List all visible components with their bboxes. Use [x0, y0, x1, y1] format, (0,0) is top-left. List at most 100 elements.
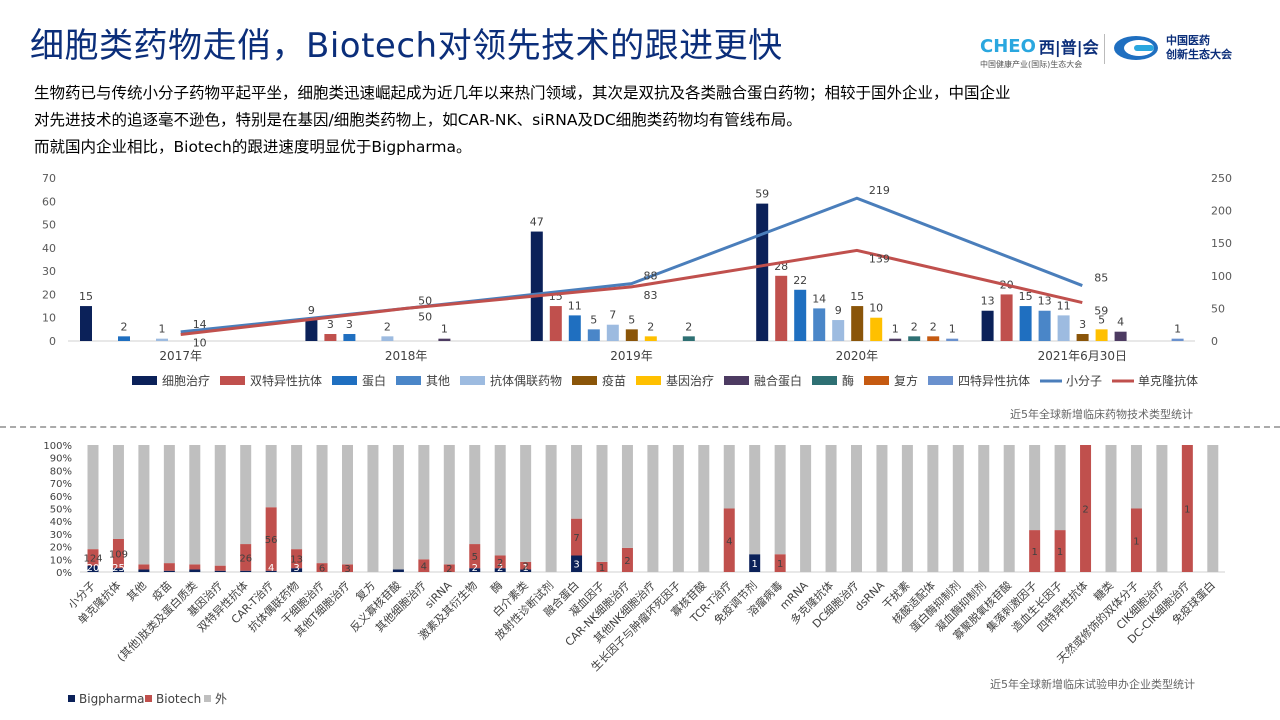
- summary-line-3: 而就国内企业相比，Biotech的跟进速度明显优于Bigpharma。: [34, 138, 472, 156]
- legend-swatch: [928, 376, 953, 385]
- cheo-logo-subtitle: 中国健康产业(国际)生态大会: [980, 60, 1083, 69]
- bar-其他: [587, 329, 600, 341]
- summary-line-2: 对先进技术的追逐毫不逊色，特别是在基因/细胞类药物上，如CAR-NK、siRNA…: [34, 111, 802, 129]
- bar-双特异性抗体: [1000, 294, 1013, 341]
- bar-biotech: [621, 547, 633, 572]
- legend-label: Bigpharma: [79, 692, 145, 706]
- bar-biotech: [774, 554, 786, 572]
- bar-细胞治疗: [981, 310, 994, 341]
- y-percent-tick-label: 40%: [50, 517, 72, 528]
- bar-bigpharma: [163, 570, 175, 572]
- bar-value-label: 2: [647, 320, 654, 333]
- bar-biotech: [1029, 530, 1041, 572]
- bar-biotech: [342, 564, 353, 572]
- legend-swatch: [812, 376, 837, 385]
- chart1-legend: 细胞治疗 双特异性抗体 蛋白 其他 抗体偶联药物 疫苗 基因治疗 融合蛋白 酶 复方 四特异性抗体 小…: [132, 373, 1198, 388]
- bar-value-label: 15: [850, 290, 864, 303]
- bar-细胞治疗: [80, 306, 92, 341]
- legend-swatch: [332, 376, 357, 385]
- page-title: 细胞类药物走俏，Biotech对领先技术的跟进更快: [30, 26, 783, 66]
- bar-酶: [682, 336, 695, 341]
- bar-other: [774, 445, 786, 555]
- chart1-caption: 近5年全球新增临床药物技术类型统计: [1010, 408, 1193, 421]
- biotech-value-label: 6: [319, 564, 325, 575]
- bar-other: [1207, 445, 1219, 572]
- y-right-tick-label: 0: [1211, 335, 1218, 348]
- bar-value-label: 5: [590, 313, 597, 326]
- bar-other: [647, 445, 659, 572]
- cheo-logo-mark: CHEO: [980, 35, 1036, 57]
- bar-other: [723, 445, 735, 509]
- legend-label: 其他: [426, 374, 450, 388]
- bar-value-label: 1: [892, 323, 899, 336]
- y-percent-tick-label: 70%: [50, 479, 72, 490]
- legend-swatch: [220, 376, 245, 385]
- bar-value-label: 2: [121, 320, 128, 333]
- bar-other: [978, 445, 990, 572]
- legend-label: 酶: [842, 373, 854, 388]
- chart2-legend: Bigpharma Biotech 外: [68, 692, 227, 706]
- y-left-tick-label: 70: [42, 172, 56, 185]
- bar-抗体偶联药物: [606, 324, 619, 341]
- bar-bigpharma: [469, 568, 481, 572]
- bar-bigpharma: [494, 568, 506, 572]
- bar-疫苗: [851, 306, 864, 341]
- bar-biotech: [418, 559, 430, 572]
- innovation-congress-logo: 中国医药 创新生态大会: [1112, 33, 1232, 63]
- line-value-label: 10: [193, 336, 207, 349]
- bigpharma-value-label: 3: [573, 560, 579, 571]
- bar-value-label: 9: [308, 304, 315, 317]
- congress-name-line2: 创新生态大会: [1166, 48, 1232, 61]
- bar-value-label: 7: [609, 309, 616, 322]
- biotech-value-label: 2: [1082, 505, 1088, 516]
- y-right-tick-label: 250: [1211, 172, 1232, 185]
- y-percent-tick-label: 100%: [43, 441, 72, 452]
- bar-biotech: [1054, 530, 1066, 572]
- biotech-value-label: 7: [573, 533, 579, 544]
- bar-other: [316, 445, 328, 564]
- bar-other: [265, 445, 277, 508]
- legend-swatch: [460, 376, 485, 385]
- bar-other: [469, 445, 481, 545]
- bar-other: [876, 445, 888, 572]
- bar-other: [163, 445, 175, 564]
- biotech-value-label: 26: [239, 553, 252, 564]
- sponsor-type-chart: 0%10%20%30%40%50%60%70%80%90%100%20124小分…: [43, 441, 1225, 706]
- biotech-value-label: 1: [1184, 505, 1190, 516]
- y-percent-tick-label: 10%: [50, 555, 72, 566]
- bar-value-label: 5: [1098, 313, 1105, 326]
- y-right-tick-label: 100: [1211, 270, 1232, 283]
- bigpharma-value-label: 3: [293, 563, 299, 574]
- legend-label: 疫苗: [602, 373, 626, 388]
- bar-bigpharma: [87, 565, 99, 572]
- bar-biotech: [1080, 445, 1092, 572]
- line-value-label: 85: [1094, 272, 1108, 285]
- bar-bigpharma: [520, 569, 532, 572]
- y-left-tick-label: 50: [42, 219, 56, 232]
- bar-抗体偶联药物: [156, 338, 168, 341]
- bar-value-label: 10: [869, 302, 883, 315]
- bar-value-label: 15: [1019, 290, 1033, 303]
- line-value-label: 50: [418, 294, 432, 307]
- x-category-label: 2017年: [159, 349, 202, 363]
- bigpharma-value-label: 20: [87, 563, 100, 574]
- legend-label: 小分子: [1066, 374, 1102, 388]
- y-left-tick-label: 30: [42, 265, 56, 278]
- bar-细胞治疗: [756, 203, 769, 341]
- bar-融合蛋白: [438, 338, 451, 341]
- bar-biotech: [163, 563, 175, 571]
- bar-other: [342, 445, 353, 565]
- bar-other: [112, 445, 124, 539]
- legend-swatch: [572, 376, 597, 385]
- line-value-label: 139: [869, 252, 890, 265]
- y-percent-tick-label: 80%: [50, 466, 72, 477]
- bar-other: [367, 445, 379, 572]
- bar-bigpharma: [240, 570, 252, 572]
- bar-其他: [1038, 310, 1051, 341]
- legend-swatch: [145, 695, 152, 702]
- legend-label: 融合蛋白: [754, 373, 802, 388]
- bar-biotech: [494, 555, 506, 569]
- bar-biotech: [723, 508, 735, 572]
- bar-biotech: [240, 544, 252, 571]
